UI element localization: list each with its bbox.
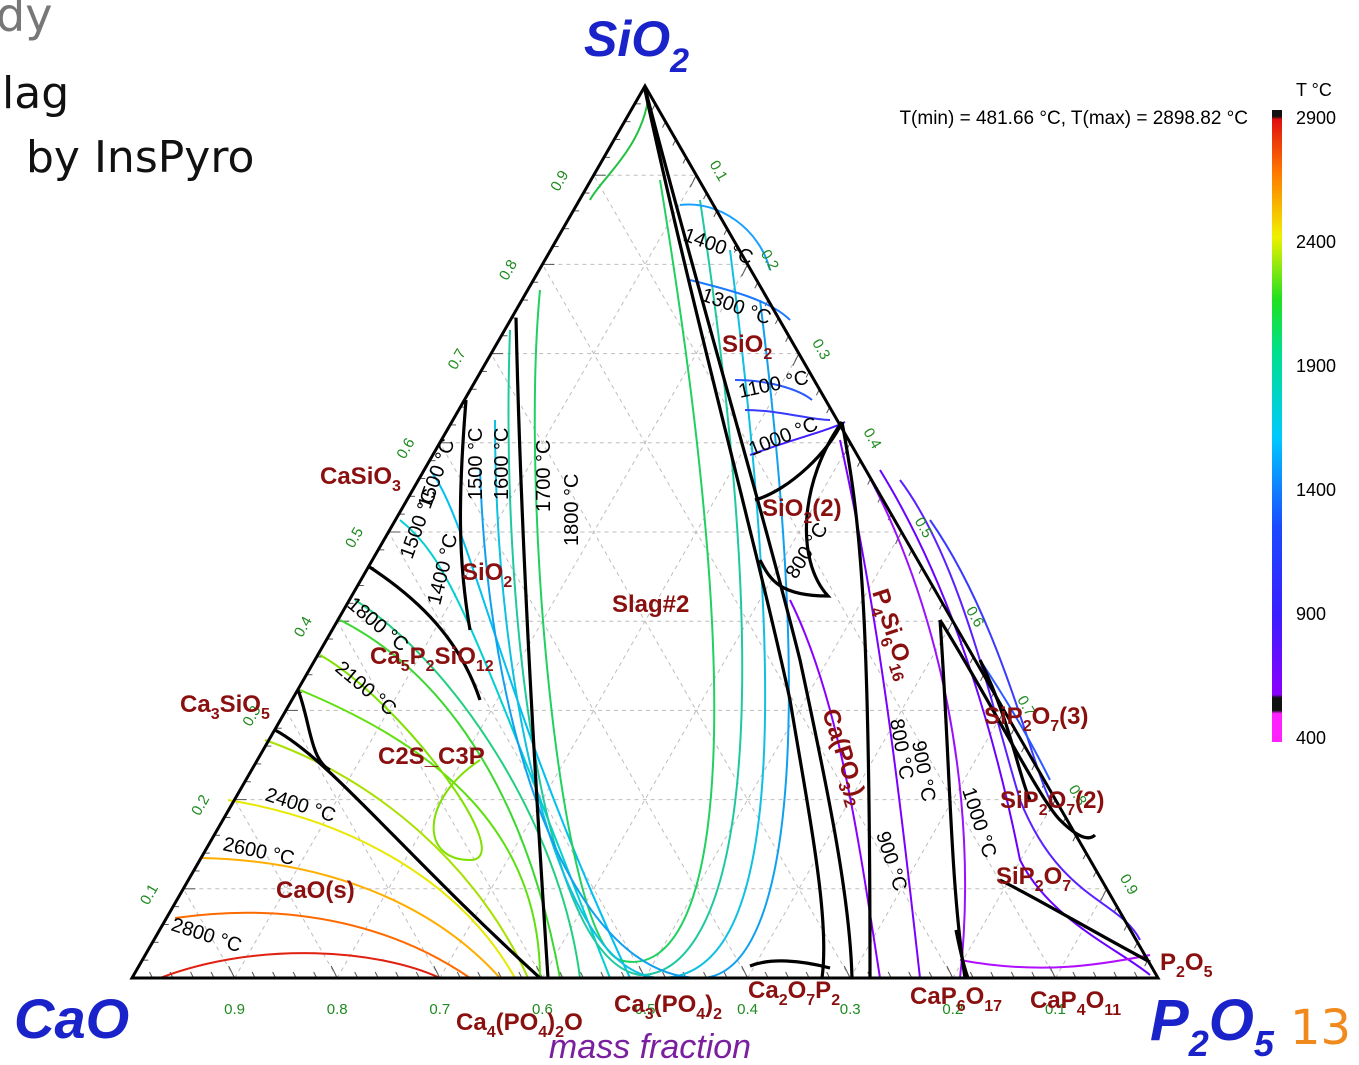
phase-label-sio2-left: SiO2 [462, 559, 512, 591]
right-tick-label: 0.3 [808, 336, 833, 363]
axis-title-mass-fraction: mass fraction [549, 1028, 751, 1065]
phase-label-cap4o11: CaP4O11 [1030, 987, 1121, 1019]
phase-label-sip2o7: SiP2O7 [996, 863, 1071, 895]
right-tick-label: 0.2 [757, 247, 782, 274]
temperature-range-text: T(min) = 481.66 °C, T(max) = 2898.82 °C [899, 108, 1248, 129]
colorbar: T °C 2900 2400 1900 1400 900 400 [1272, 80, 1336, 748]
bottom-tick-label: 0.3 [840, 1001, 861, 1018]
phase-label-cao-s: CaO(s) [276, 877, 355, 904]
phase-label-cap6o17: CaP6O17 [910, 983, 1002, 1015]
vertex-label-sio2: SiO2 [584, 11, 689, 80]
colorbar-tick-label: 900 [1296, 604, 1326, 624]
left-tick-label: 0.4 [291, 614, 316, 641]
phase-label-slag2: Slag#2 [612, 591, 689, 618]
phase-label-p4si6o16: P4Si6O16 [862, 586, 921, 684]
phase-label-sio2-top: SiO2 [722, 331, 772, 363]
colorbar-tick-label: 400 [1296, 728, 1326, 748]
left-tick-label: 0.6 [393, 435, 418, 462]
phase-label-ca4po42o: Ca4(PO4)2O [456, 1009, 583, 1041]
bottom-tick-label: 0.1 [1045, 1001, 1066, 1018]
left-tick-label: 0.1 [137, 881, 162, 908]
right-tick-label: 0.5 [911, 514, 936, 541]
phase-label-sip2o7-2: SiP2O7(2) [1000, 787, 1105, 819]
colorbar-gradient [1272, 110, 1282, 742]
isotherm-curves [159, 99, 1151, 980]
isotherm-label-iso-1700: 1700 °C [533, 440, 555, 513]
bottom-tick-label: 0.6 [532, 1001, 553, 1018]
bottom-tick-label: 0.2 [942, 1001, 963, 1018]
ternary-grid [182, 174, 1108, 979]
isotherm-label-iso-1600: 1600 °C [491, 428, 513, 501]
slide-title-fragment: dy [0, 0, 53, 42]
phase-boundaries [274, 87, 1151, 980]
left-tick-label: 0.8 [496, 257, 521, 284]
bottom-tick-label: 0.4 [737, 1001, 758, 1018]
phase-labels: SiO2 SiO2(2) CaSiO3 SiO2 Slag#2 Ca5P2SiO12 Ca3… [180, 331, 1213, 1041]
isotherm-label-iso-2400: 2400 °C [262, 784, 338, 827]
vertex-label-cao: CaO [14, 987, 129, 1050]
left-tick-label: 0.9 [547, 168, 572, 195]
ternary-triangle-frame [129, 82, 1161, 980]
right-tick-label: 0.1 [706, 158, 731, 185]
right-tick-label: 0.6 [962, 604, 987, 631]
bottom-tick-label: 0.7 [429, 1001, 450, 1018]
isotherm-label-iso-800-mid: 800 °C [782, 519, 833, 583]
right-tick-label: 0.4 [860, 425, 885, 452]
left-tick-label: 0.5 [342, 524, 367, 551]
slide-line-1: lag [2, 68, 70, 119]
phase-label-c2s-c3p: C2S_C3P [378, 743, 485, 770]
left-tick-label: 0.7 [445, 346, 470, 373]
vertex-label-p2o5: P2O5 [1150, 988, 1275, 1064]
phase-label-sio2-2: SiO2(2) [762, 495, 842, 527]
isotherm-label-iso-1000-top: 1000 °C [746, 413, 821, 461]
right-tick-label: 0.9 [1116, 871, 1141, 898]
colorbar-tick-label: 2900 [1296, 108, 1336, 128]
phase-label-ca3po42: Ca3(PO4)2 [614, 991, 722, 1023]
phase-label-sip2o7-3: SiP2O7(3) [984, 703, 1089, 735]
phase-label-casio3: CaSiO3 [320, 463, 401, 495]
colorbar-title: T °C [1296, 80, 1332, 100]
phase-label-ca3sio5: Ca3SiO5 [180, 691, 270, 723]
colorbar-tick-label: 1900 [1296, 356, 1336, 376]
isotherm-label-iso-900-low: 900 °C [871, 829, 911, 894]
isotherm-label-iso-1800-a: 1800 °C [561, 474, 583, 547]
bottom-tick-label: 0.8 [327, 1001, 348, 1018]
isotherm-label-iso-1100: 1100 °C [736, 367, 810, 403]
bottom-tick-label: 0.5 [635, 1001, 656, 1018]
isotherm-label-iso-1500-c: 1500 °C [396, 486, 441, 562]
left-tick-label: 0.2 [188, 792, 213, 819]
slide-page-number: 13 [1290, 1000, 1352, 1056]
colorbar-tick-label: 1400 [1296, 480, 1336, 500]
isotherm-label-iso-1400-left: 1400 °C [424, 532, 463, 608]
phase-label-ca5p2sio12: Ca5P2SiO12 [370, 643, 494, 675]
phase-label-ca2o7p2: Ca2O7P2 [748, 977, 840, 1009]
isotherm-label-iso-2600: 2600 °C [221, 833, 296, 870]
bottom-tick-label: 0.9 [224, 1001, 245, 1018]
phase-label-p2o5: P2O5 [1160, 949, 1213, 981]
colorbar-tick-label: 2400 [1296, 232, 1336, 252]
slide-line-2: by InsPyro [26, 132, 255, 183]
isotherm-label-iso-2800: 2800 °C [168, 914, 244, 957]
isotherm-label-iso-1500-a: 1500 °C [465, 428, 487, 501]
